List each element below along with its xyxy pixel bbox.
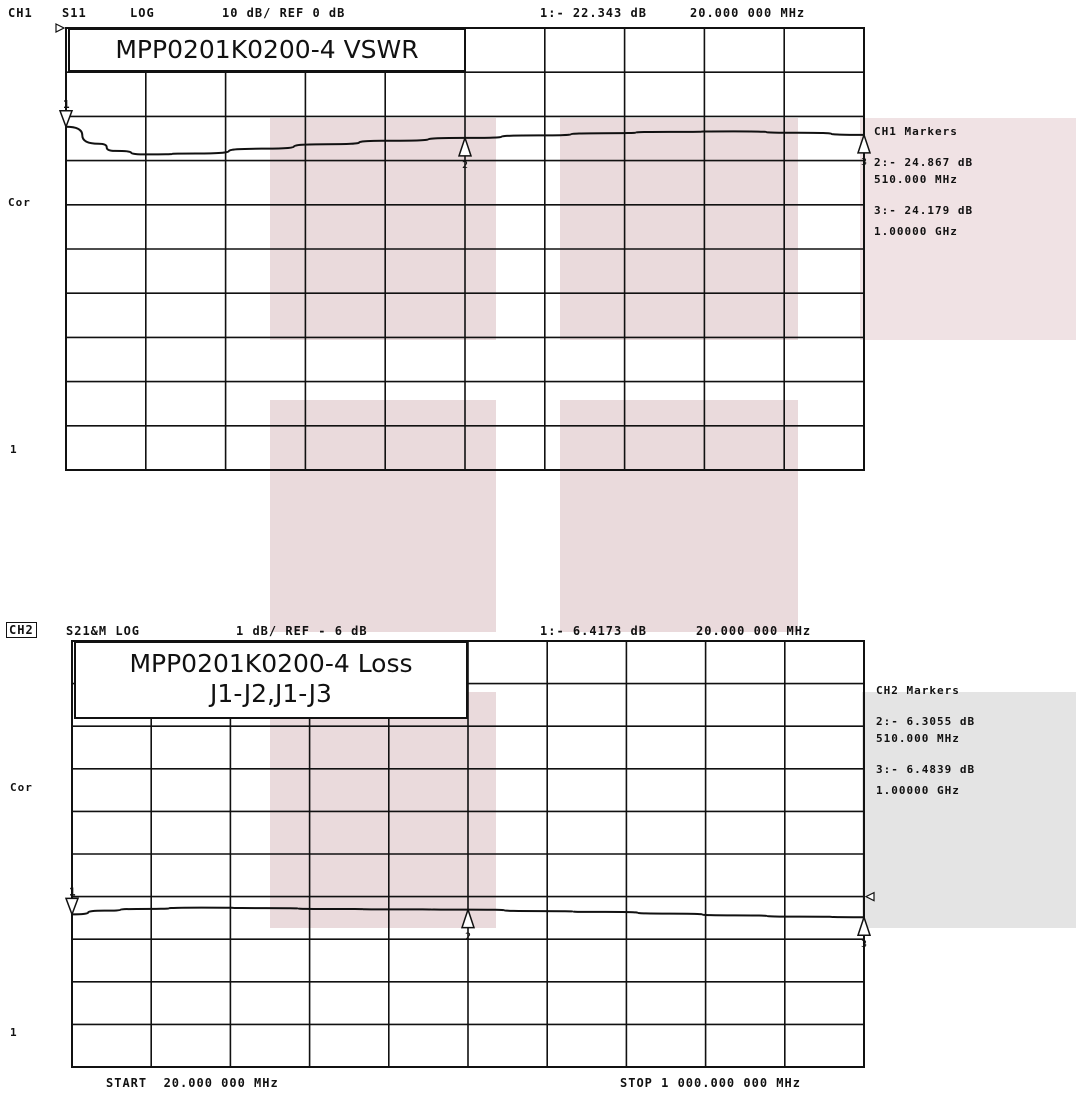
watermark-block xyxy=(860,118,1076,340)
ch2-marker-2-frequency: 510.000 MHz xyxy=(876,732,960,745)
ch1-format-label: LOG xyxy=(130,6,155,20)
ch1-marker-frequency: 20.000 000 MHz xyxy=(690,6,806,20)
watermark-block xyxy=(270,692,496,928)
ch1-title-box: MPP0201K0200-4 VSWR xyxy=(68,28,466,72)
ch1-markers-title: CH1 Markers xyxy=(874,125,958,138)
ch2-marker-frequency: 20.000 000 MHz xyxy=(696,624,812,638)
ch1-param-label: S11 xyxy=(62,6,87,20)
gray-panel xyxy=(862,692,1076,928)
ch2-marker-3-frequency: 1.00000 GHz xyxy=(876,784,960,797)
marker-1-triangle xyxy=(58,110,74,129)
ch2-marker-readout: 1:- 6.4173 dB xyxy=(540,624,647,638)
ch2-scale-ref-label: 1 xyxy=(10,1026,18,1039)
ch1-marker-readout: 1:- 22.343 dB xyxy=(540,6,647,20)
measurement-trace xyxy=(71,906,865,919)
watermark-block xyxy=(560,400,798,632)
ch1-cor-label: Cor xyxy=(8,196,31,209)
ch2-cor-label: Cor xyxy=(10,781,33,794)
marker-3-triangle xyxy=(856,914,872,936)
measurement-trace xyxy=(65,125,865,156)
marker-2-label: 2 xyxy=(465,932,471,943)
stop-frequency-label: STOP 1 000.000 000 MHz xyxy=(620,1076,801,1090)
marker-1-label: 1 xyxy=(69,885,76,898)
ch1-title: MPP0201K0200-4 VSWR xyxy=(115,35,419,64)
reference-level-marker xyxy=(864,891,875,902)
marker-1-label: 1 xyxy=(63,98,70,111)
ch1-marker-3-value: 3:- 24.179 dB xyxy=(874,204,974,217)
ch1-scale-label: 10 dB/ REF 0 dB xyxy=(222,6,346,20)
marker-3-triangle xyxy=(856,132,872,154)
ch1-markers-panel: CH1 Markers 2:- 24.867 dB 510.000 MHz 3:… xyxy=(874,125,973,238)
ch1-marker-2-frequency: 510.000 MHz xyxy=(874,173,958,186)
start-frequency-label: START 20.000 000 MHz xyxy=(106,1076,279,1090)
ch2-marker-3-value: 3:- 6.4839 dB xyxy=(876,763,976,776)
ch2-markers-title: CH2 Markers xyxy=(876,684,960,697)
ch2-scale-label: 1 dB/ REF - 6 dB xyxy=(236,624,368,638)
watermark-block xyxy=(560,118,798,340)
ch1-marker-2-value: 2:- 24.867 dB xyxy=(874,156,974,169)
marker-2-triangle xyxy=(457,135,473,157)
ch2-channel-label: CH2 xyxy=(6,622,37,638)
ch2-markers-panel: CH2 Markers 2:- 6.3055 dB 510.000 MHz 3:… xyxy=(876,684,975,797)
marker-3-label: 3 xyxy=(861,157,867,168)
reference-level-marker xyxy=(55,23,66,33)
ch1-scale-ref-label: 1 xyxy=(10,443,18,456)
ch1-channel-label: CH1 xyxy=(8,6,33,20)
ch1-marker-3-frequency: 1.00000 GHz xyxy=(874,225,958,238)
ch2-title-line1: MPP0201K0200-4 Loss xyxy=(129,649,413,678)
marker-2-triangle xyxy=(460,907,476,929)
ch2-marker-2-value: 2:- 6.3055 dB xyxy=(876,715,976,728)
marker-1-triangle xyxy=(64,897,80,917)
watermark-block xyxy=(270,118,496,340)
ch2-title-box: MPP0201K0200-4 Loss J1-J2,J1-J3 xyxy=(74,641,468,719)
watermark-block xyxy=(270,400,496,632)
ch2-title-line2: J1-J2,J1-J3 xyxy=(210,679,332,708)
marker-3-label: 3 xyxy=(861,939,867,950)
ch2-param-label: S21&M LOG xyxy=(66,624,141,638)
marker-2-label: 2 xyxy=(462,160,468,171)
